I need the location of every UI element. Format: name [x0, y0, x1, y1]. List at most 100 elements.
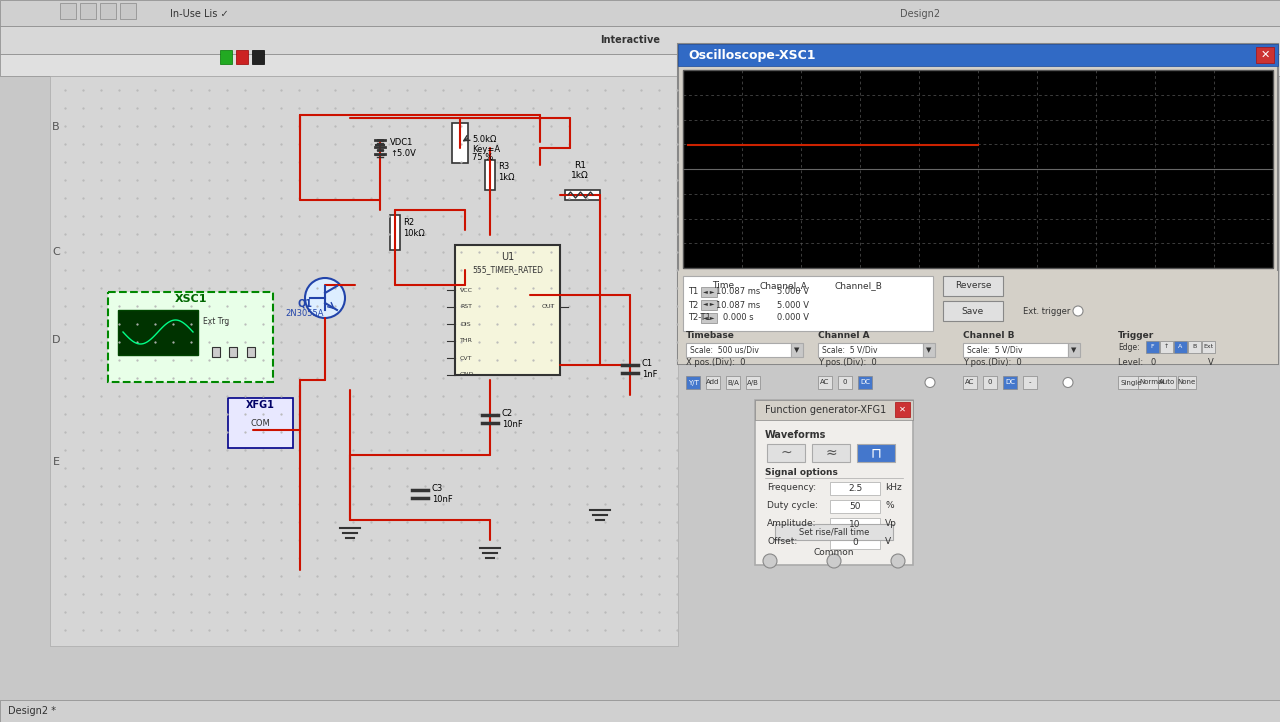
Bar [684, 276, 933, 331]
Text: Duty cycle:: Duty cycle: [767, 501, 818, 510]
Text: 10: 10 [849, 520, 860, 529]
Bar [0, 0, 1280, 26]
Text: 5.000 V: 5.000 V [777, 300, 809, 310]
Bar [0, 54, 1280, 76]
Text: A/B: A/B [748, 380, 759, 386]
Text: RST: RST [460, 305, 472, 310]
Text: B/A: B/A [727, 380, 739, 386]
Text: DC: DC [860, 380, 870, 386]
Bar [1188, 341, 1201, 353]
Bar [1146, 341, 1158, 353]
Circle shape [925, 378, 934, 388]
Circle shape [1073, 306, 1083, 316]
Bar [1023, 376, 1037, 389]
Text: Reverse: Reverse [955, 282, 991, 290]
Text: Vp: Vp [884, 519, 897, 528]
Text: 555_TIMER_RATED: 555_TIMER_RATED [472, 265, 543, 274]
Text: ◄ ►: ◄ ► [703, 290, 714, 295]
Text: Trigger: Trigger [1117, 331, 1155, 340]
Text: Signal options: Signal options [765, 468, 838, 477]
Bar [829, 536, 881, 549]
Text: ◄ ►: ◄ ► [703, 316, 714, 321]
Bar [678, 44, 1277, 66]
Text: 0.000 V: 0.000 V [777, 313, 809, 323]
Bar [228, 398, 293, 448]
Text: Y pos.(Div):  0: Y pos.(Div): 0 [818, 358, 877, 367]
Text: THR: THR [460, 339, 472, 344]
Bar [1004, 376, 1018, 389]
Circle shape [305, 278, 346, 318]
Bar [686, 343, 791, 357]
Text: COM: COM [250, 419, 270, 428]
Text: T1: T1 [689, 287, 699, 297]
Text: CVT: CVT [460, 355, 472, 360]
Text: Single: Single [1121, 380, 1142, 386]
Text: X pos.(Div):  0: X pos.(Div): 0 [686, 358, 745, 367]
Text: B: B [52, 122, 60, 132]
Text: Frequency:: Frequency: [767, 483, 817, 492]
Text: 0: 0 [842, 380, 847, 386]
Bar [838, 376, 852, 389]
Bar [829, 482, 881, 495]
Text: AC: AC [965, 380, 974, 386]
Text: Waveforms: Waveforms [765, 430, 827, 440]
Text: Timebase: Timebase [686, 331, 735, 340]
Bar [1068, 343, 1080, 357]
Bar [818, 376, 832, 389]
Text: ↑: ↑ [1164, 344, 1169, 349]
Bar [79, 3, 96, 19]
Bar [767, 444, 805, 462]
Text: Level:   0: Level: 0 [1117, 358, 1156, 367]
Text: Function generator-XFG1: Function generator-XFG1 [765, 405, 886, 415]
Text: 5.0kΩ
Key=A: 5.0kΩ Key=A [472, 135, 500, 155]
Text: Y/T: Y/T [687, 380, 699, 386]
Text: R3
1kΩ: R3 1kΩ [498, 162, 515, 182]
Text: 75 %: 75 % [472, 153, 493, 162]
Bar [252, 50, 264, 64]
Text: OUT: OUT [541, 305, 556, 310]
Bar [485, 160, 495, 190]
Bar [686, 376, 700, 389]
Text: ⊓: ⊓ [870, 446, 882, 460]
Text: C3
10nF: C3 10nF [433, 484, 453, 504]
Text: Save: Save [961, 307, 984, 316]
Text: Q1: Q1 [297, 298, 312, 308]
Text: C2
10nF: C2 10nF [502, 409, 522, 429]
Bar [247, 347, 255, 357]
Bar [100, 3, 116, 19]
Bar [678, 271, 1277, 364]
Bar [1256, 47, 1274, 63]
Text: ▼: ▼ [927, 347, 932, 353]
Bar [858, 376, 872, 389]
Text: C: C [52, 247, 60, 257]
Bar [1158, 376, 1176, 389]
Bar [701, 313, 717, 323]
Bar [452, 123, 468, 163]
Bar [707, 376, 719, 389]
Text: Channel_A: Channel_A [759, 281, 806, 290]
Text: 10.087 ms: 10.087 ms [716, 287, 760, 297]
Bar [454, 245, 561, 375]
Text: Scale:  5 V/Div: Scale: 5 V/Div [822, 346, 878, 355]
Text: ◄ ►: ◄ ► [703, 303, 714, 308]
Circle shape [763, 554, 777, 568]
Text: U1: U1 [500, 252, 515, 262]
Text: B: B [1193, 344, 1197, 349]
Bar [236, 50, 248, 64]
Text: Scale:  500 us/Div: Scale: 500 us/Div [690, 346, 759, 355]
Text: ≈: ≈ [826, 446, 837, 460]
Text: VCC: VCC [460, 287, 474, 292]
Bar [791, 343, 803, 357]
Bar [0, 26, 1280, 54]
Text: A: A [1179, 344, 1183, 349]
Bar [829, 518, 881, 531]
Text: Channel_B: Channel_B [835, 281, 882, 290]
Text: 0: 0 [988, 380, 992, 386]
Bar [858, 444, 895, 462]
Text: ✕: ✕ [1261, 50, 1270, 60]
Text: 0.000 s: 0.000 s [723, 313, 754, 323]
Text: ▼: ▼ [795, 347, 800, 353]
Text: Common: Common [814, 548, 854, 557]
Text: 2.5: 2.5 [847, 484, 863, 493]
Bar [895, 402, 910, 417]
